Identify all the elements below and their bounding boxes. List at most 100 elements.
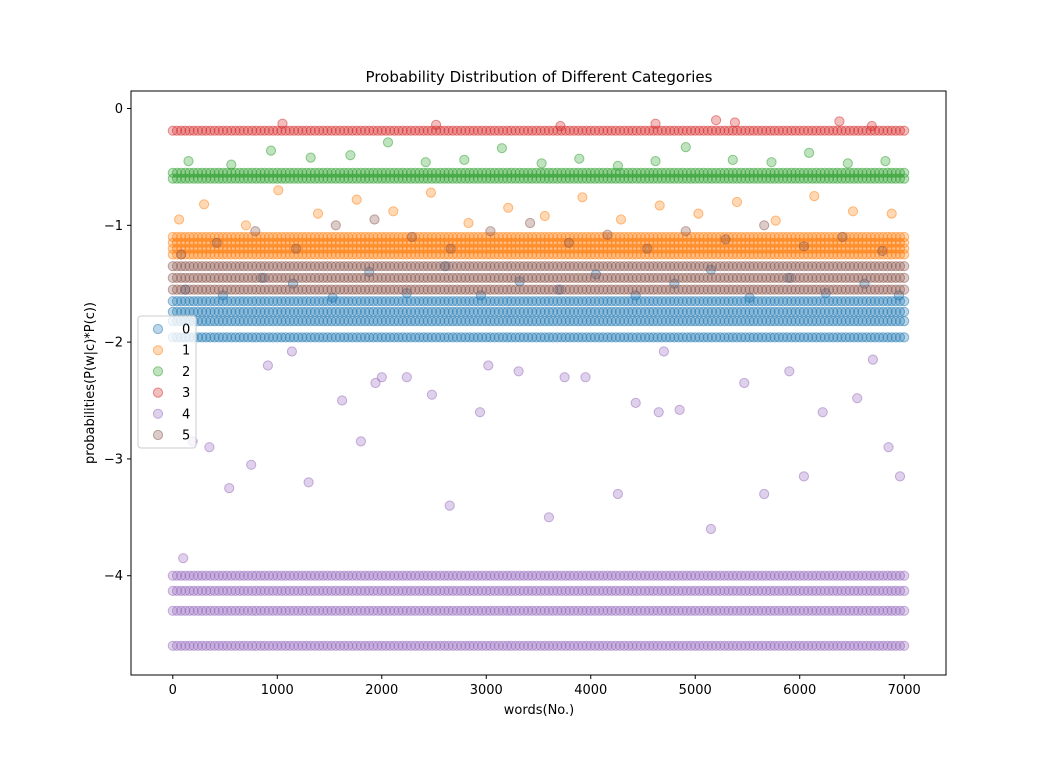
series-4-point	[286, 346, 297, 357]
series-1-point	[312, 208, 324, 219]
series-4-point	[401, 372, 412, 383]
series-1-point	[654, 200, 665, 211]
series-1-point	[847, 206, 859, 217]
legend-label-1: 1	[182, 344, 190, 359]
series-4-point	[376, 372, 387, 383]
series-1-point	[899, 249, 910, 260]
series-5-point	[798, 241, 810, 252]
series-4-point	[426, 389, 437, 400]
series-3-point	[650, 118, 661, 129]
series-4-point	[784, 366, 795, 377]
x-tick-label: 7000	[888, 683, 921, 698]
series-0-point	[744, 292, 755, 303]
series-2-point	[574, 153, 585, 164]
series-2-point	[496, 143, 507, 154]
series-4-point	[899, 570, 910, 581]
series-4-point	[894, 471, 906, 482]
series-3-point	[277, 118, 288, 129]
series-4-point	[474, 407, 486, 418]
series-1-point	[731, 196, 743, 208]
series-1-point	[388, 206, 399, 217]
series-4-point	[543, 512, 555, 523]
series-2-point	[899, 167, 910, 178]
series-1-point	[886, 208, 897, 219]
series-4-point	[759, 488, 770, 500]
series-0-point	[899, 332, 910, 343]
x-tick-label: 1000	[261, 683, 294, 698]
series-2-point	[612, 160, 624, 171]
series-4-point	[852, 393, 863, 404]
series-2-point	[766, 157, 777, 168]
series-3-point	[711, 115, 722, 126]
series-1-point	[899, 231, 910, 243]
series-0-point	[859, 278, 870, 289]
series-2-point	[680, 142, 691, 153]
series-4-point	[303, 477, 314, 488]
series-3-point	[729, 117, 741, 128]
series-4-point	[817, 407, 828, 418]
series-5-point	[485, 226, 496, 237]
series-5-point	[877, 245, 888, 257]
series-5-point	[899, 284, 910, 295]
series-3-point	[866, 120, 877, 132]
series-5-point	[837, 231, 848, 243]
series-5-point	[525, 217, 536, 229]
series-2-point	[345, 150, 356, 161]
legend-label-3: 3	[182, 386, 190, 401]
legend: 0 1 2 3 4 5	[137, 315, 197, 449]
series-5-point	[899, 261, 910, 272]
series-1-point	[174, 214, 185, 225]
series-5-point	[899, 272, 910, 283]
x-tick-label: 3000	[470, 683, 503, 698]
series-4-point	[246, 459, 257, 470]
legend-marker-0	[152, 323, 164, 335]
series-4-point	[867, 354, 879, 365]
series-5-point	[602, 229, 613, 240]
series-4-point	[798, 471, 810, 482]
series-5-point	[407, 231, 418, 243]
series-5-point	[720, 234, 731, 245]
legend-marker-1	[152, 345, 164, 356]
series-3-point	[834, 116, 845, 127]
y-tick-label: −2	[104, 336, 123, 351]
series-5-point	[759, 220, 770, 231]
series-4-point	[224, 483, 235, 494]
series-1-point	[463, 217, 474, 229]
x-tick-label: 5000	[679, 683, 712, 698]
y-tick-label: −1	[104, 219, 123, 234]
x-tick-label: 4000	[574, 683, 607, 698]
series-2-point	[842, 158, 853, 169]
series-5-point	[176, 249, 187, 260]
series-2-point	[420, 157, 431, 168]
series-3-point	[899, 125, 910, 136]
series-0-point	[899, 316, 910, 327]
series-3-point	[555, 120, 566, 132]
legend-marker-5	[152, 429, 164, 441]
series-1-point	[809, 191, 820, 202]
series-2-point	[459, 154, 470, 165]
series-5-point	[642, 243, 653, 254]
series-5-point	[369, 214, 380, 225]
series-2-point	[226, 159, 237, 170]
series-4-point	[674, 404, 685, 415]
series-1-point	[199, 199, 210, 210]
series-1-point	[425, 187, 436, 198]
series-4-point	[705, 523, 717, 535]
series-4-point	[883, 442, 894, 453]
legend-marker-3	[152, 387, 164, 398]
x-tick-label: 2000	[365, 683, 398, 698]
points-layer	[167, 115, 910, 651]
series-1-point	[615, 214, 627, 225]
legend-marker-2	[152, 366, 164, 377]
x-tick-label: 6000	[783, 683, 816, 698]
series-1-point	[539, 210, 550, 222]
y-tick-label: −3	[104, 452, 123, 467]
series-1-point	[351, 194, 362, 205]
y-tick-label: −4	[104, 569, 123, 584]
series-2-point	[265, 145, 277, 156]
series-4-point	[204, 442, 215, 453]
series-4-point	[739, 377, 750, 389]
series-1-point	[273, 185, 284, 196]
series-4-point	[483, 360, 494, 371]
